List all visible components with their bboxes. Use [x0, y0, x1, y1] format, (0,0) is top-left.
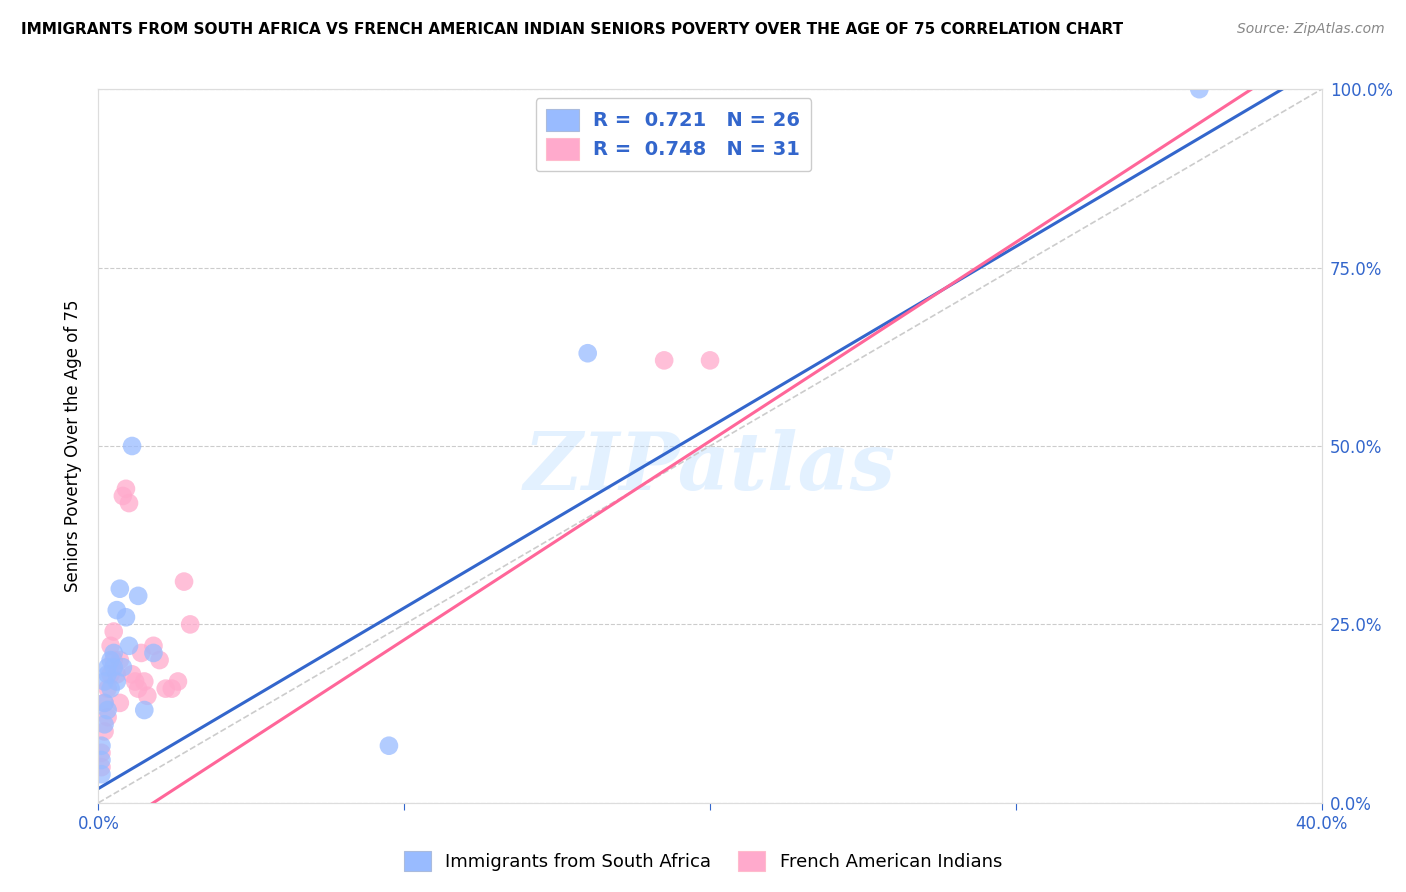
- Point: [103, 646, 125, 660]
- Point: [100, 667, 122, 681]
- Point: [90, 753, 112, 767]
- Point: [652, 353, 675, 368]
- Text: ZIPatlas: ZIPatlas: [524, 429, 896, 506]
- Text: IMMIGRANTS FROM SOUTH AFRICA VS FRENCH AMERICAN INDIAN SENIORS POVERTY OVER THE : IMMIGRANTS FROM SOUTH AFRICA VS FRENCH A…: [21, 22, 1123, 37]
- Point: [105, 674, 128, 689]
- Point: [90, 767, 112, 781]
- Point: [97, 710, 120, 724]
- Point: [173, 574, 195, 589]
- Point: [111, 489, 134, 503]
- Point: [121, 439, 143, 453]
- Point: [127, 681, 149, 696]
- Point: [160, 681, 183, 696]
- Point: [93, 717, 115, 731]
- Point: [115, 610, 138, 624]
- Point: [115, 482, 138, 496]
- Legend: R =  0.721   N = 26, R =  0.748   N = 31: R = 0.721 N = 26, R = 0.748 N = 31: [536, 98, 811, 171]
- Point: [108, 582, 131, 596]
- Point: [93, 724, 115, 739]
- Point: [90, 739, 112, 753]
- Point: [118, 639, 141, 653]
- Point: [134, 703, 156, 717]
- Point: [105, 667, 128, 681]
- Point: [129, 646, 152, 660]
- Point: [108, 696, 131, 710]
- Point: [97, 660, 120, 674]
- Point: [97, 667, 120, 681]
- Point: [100, 653, 122, 667]
- Point: [97, 703, 120, 717]
- Point: [142, 646, 165, 660]
- Point: [108, 653, 131, 667]
- Point: [134, 674, 156, 689]
- Point: [1188, 82, 1211, 96]
- Point: [167, 674, 190, 689]
- Point: [93, 674, 115, 689]
- Point: [149, 653, 172, 667]
- Point: [121, 667, 143, 681]
- Point: [142, 639, 165, 653]
- Point: [90, 760, 112, 774]
- Point: [378, 739, 401, 753]
- Point: [118, 496, 141, 510]
- Point: [111, 660, 134, 674]
- Point: [103, 660, 125, 674]
- Point: [90, 746, 112, 760]
- Point: [124, 674, 146, 689]
- Y-axis label: Seniors Poverty Over the Age of 75: Seniors Poverty Over the Age of 75: [65, 300, 83, 592]
- Point: [699, 353, 721, 368]
- Text: Source: ZipAtlas.com: Source: ZipAtlas.com: [1237, 22, 1385, 37]
- Point: [103, 624, 125, 639]
- Point: [155, 681, 177, 696]
- Legend: Immigrants from South Africa, French American Indians: Immigrants from South Africa, French Ame…: [396, 844, 1010, 879]
- Point: [127, 589, 149, 603]
- Point: [100, 681, 122, 696]
- Point: [136, 689, 159, 703]
- Point: [179, 617, 201, 632]
- Point: [93, 696, 115, 710]
- Point: [100, 639, 122, 653]
- Point: [105, 603, 128, 617]
- Point: [93, 696, 115, 710]
- Point: [97, 681, 120, 696]
- Point: [103, 653, 125, 667]
- Point: [576, 346, 599, 360]
